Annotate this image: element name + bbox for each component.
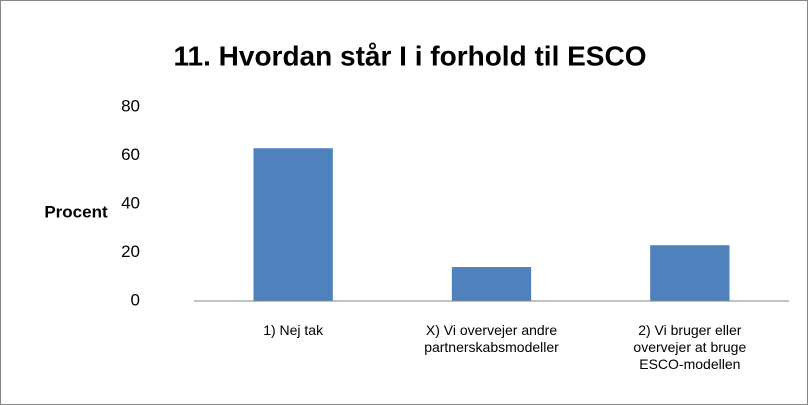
y-axis-label: Procent (44, 202, 108, 221)
chart-title: 11. Hvordan står I i forhold til ESCO (174, 40, 647, 71)
bar (650, 245, 730, 301)
x-tick-label: 1) Nej tak (263, 322, 324, 338)
y-tick-label: 60 (121, 145, 140, 164)
bar (451, 267, 532, 301)
bar (253, 148, 333, 301)
x-tick-label: X) Vi overvejer andre partnerskabsmodell… (424, 322, 559, 355)
y-tick-label: 0 (131, 290, 140, 309)
y-tick-label: 80 (121, 96, 140, 115)
x-tick-label: 2) Vi bruger eller overvejer at bruge ES… (633, 322, 747, 372)
y-tick-label: 40 (121, 193, 140, 212)
y-tick-label: 20 (121, 242, 140, 261)
